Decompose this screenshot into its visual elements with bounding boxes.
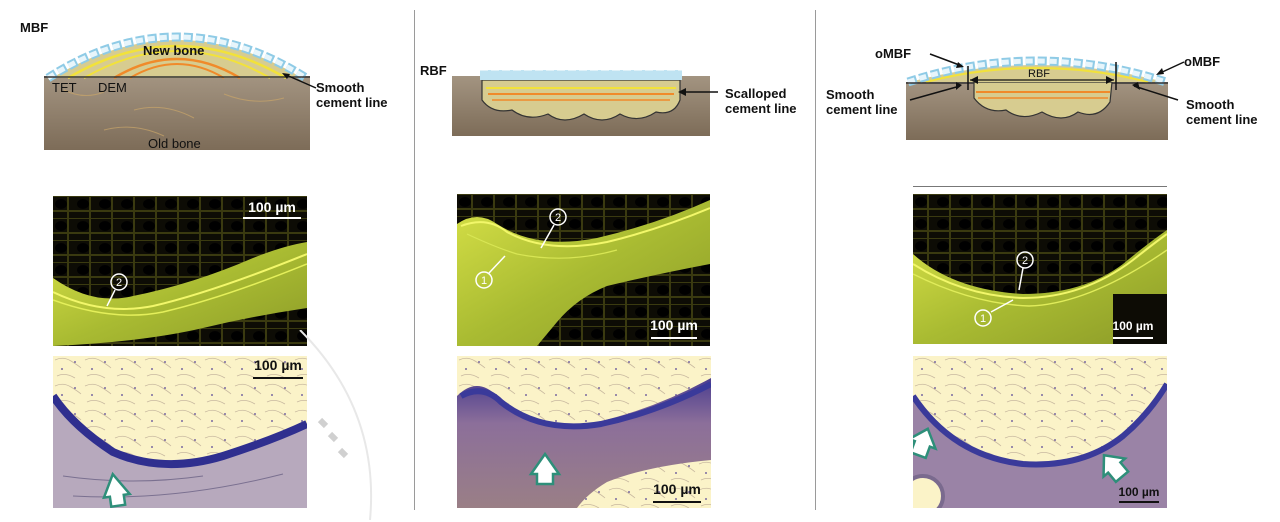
rbf-fluorescence-image: 2 1 100 µm xyxy=(457,194,710,346)
rbf-histology-image: 100 µm xyxy=(457,356,711,508)
mbf-schematic xyxy=(44,32,310,150)
mbf-fluorescence-scale: 100 µm xyxy=(248,199,296,215)
scalloped-pointer xyxy=(678,88,718,96)
label-new-bone: New bone xyxy=(143,43,205,58)
label-smooth-cement-line-left: Smooth cement line xyxy=(826,87,898,117)
ombf-fluorescence-image: 2 1 100 µm xyxy=(913,194,1167,344)
label-tet: TET xyxy=(52,80,77,95)
rbf-histology-scale: 100 µm xyxy=(653,481,701,497)
ombf-histology-scale: 100 µm xyxy=(1119,485,1160,499)
rbf-marker-1: 1 xyxy=(481,275,487,287)
divider-right xyxy=(815,10,816,510)
label-rbf-span: RBF xyxy=(1028,68,1050,80)
label-smooth-cement-line: Smooth cement line xyxy=(316,80,388,110)
label-ombf-left: oMBF xyxy=(875,46,912,61)
ombf-schematic xyxy=(906,56,1168,140)
rbf-marker-2: 2 xyxy=(555,212,561,224)
ombf-top-rule xyxy=(913,186,1167,187)
ombf-histology-image: 100 µm xyxy=(913,356,1167,508)
ombf-fluorescence-scale: 100 µm xyxy=(1113,319,1154,333)
label-dem: DEM xyxy=(98,80,127,95)
mbf-histology-scale: 100 µm xyxy=(254,357,302,373)
ombf-marker-1: 1 xyxy=(980,313,986,325)
label-old-bone: Old bone xyxy=(148,136,201,151)
mbf-marker-2: 2 xyxy=(116,277,122,289)
panel-title-mbf: MBF xyxy=(20,20,49,35)
mbf-fluorescence-image: 2 100 µm xyxy=(53,196,307,346)
label-ombf-right: oMBF xyxy=(1184,54,1221,69)
decorative-arc xyxy=(299,330,373,520)
panel-title-rbf: RBF xyxy=(420,63,447,78)
label-scalloped-cement-line: Scalloped cement line xyxy=(725,86,797,116)
mbf-histology-image: 100 µm xyxy=(53,356,307,508)
cement-line-pointer xyxy=(282,73,317,89)
ombf-pointers xyxy=(909,53,1185,101)
divider-left xyxy=(414,10,415,510)
rbf-schematic xyxy=(452,69,710,136)
label-smooth-cement-line-right: Smooth cement line xyxy=(1186,97,1258,127)
rbf-fluorescence-scale: 100 µm xyxy=(650,317,698,333)
ombf-marker-2: 2 xyxy=(1022,255,1028,267)
